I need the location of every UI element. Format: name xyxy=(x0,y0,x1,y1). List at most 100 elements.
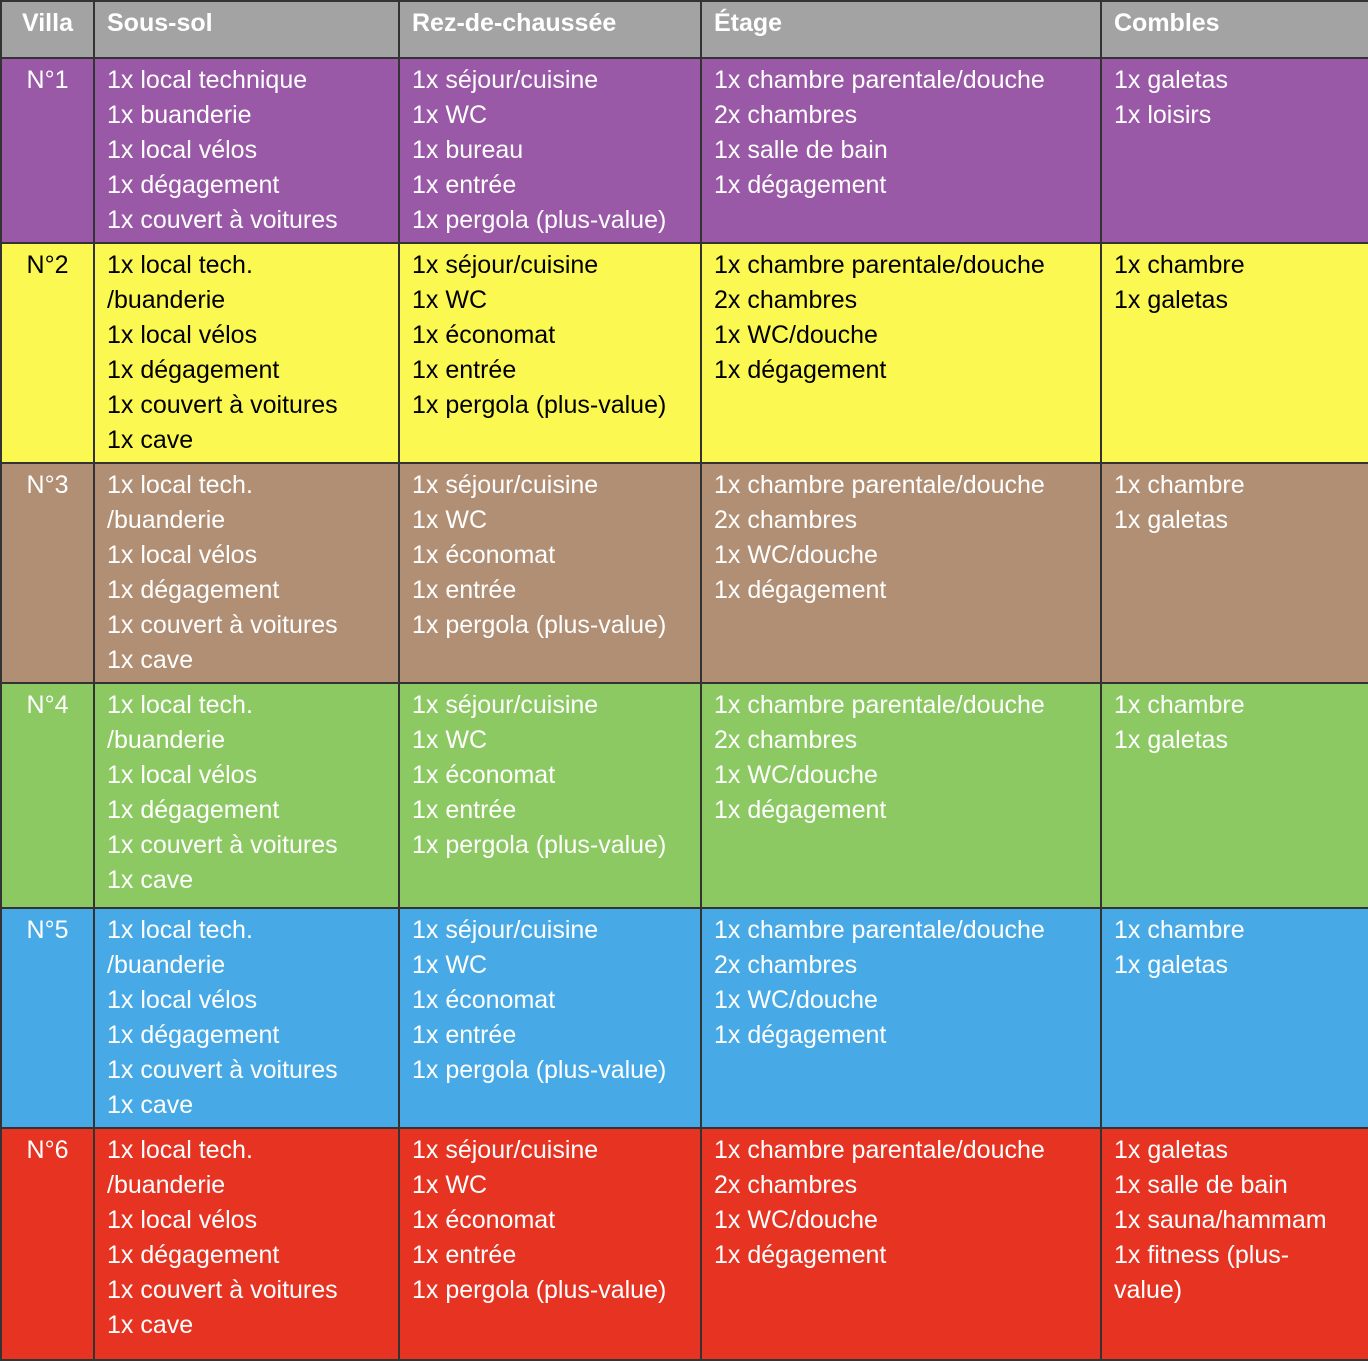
cell-line: 1x pergola (plus-value) xyxy=(412,1276,667,1304)
villa-label: N°2 xyxy=(0,242,95,464)
cell-line: 1x chambre xyxy=(1114,471,1245,499)
cell-line: 1x pergola (plus-value) xyxy=(412,206,667,234)
cell-line: /buanderie xyxy=(107,726,226,754)
villa-label: N°6 xyxy=(0,1127,95,1361)
cell-sous-sol: 1x local tech. /buanderie 1x local vélos 1x… xyxy=(93,682,400,909)
header-rez-de-chaussee: Rez-de-chaussée xyxy=(398,0,702,59)
header-etage: Étage xyxy=(700,0,1102,59)
cell-line: 1x dégagement xyxy=(107,796,280,824)
cell-sous-sol: 1x local technique 1x buanderie 1x local v… xyxy=(93,57,400,244)
cell-line: 2x chambres xyxy=(714,1171,858,1199)
cell-rez-de-chaussee: 1x séjour/cuisine 1x WC 1x économat 1x entr… xyxy=(398,462,702,684)
cell-line: 1x pergola (plus-value) xyxy=(412,611,667,639)
cell-line: 1x WC xyxy=(412,1171,487,1199)
cell-line: 1x couvert à voitures xyxy=(107,391,338,419)
cell-etage: 1x chambre parentale/douche 2x chambres 1x… xyxy=(700,462,1102,684)
cell-line: 1x dégagement xyxy=(714,356,887,384)
cell-line: 1x WC xyxy=(412,951,487,979)
cell-line: 1x économat xyxy=(412,986,556,1014)
cell-line: 1x entrée xyxy=(412,356,517,384)
cell-line: 1x WC xyxy=(412,286,487,314)
cell-line: 1x couvert à voitures xyxy=(107,1276,338,1304)
cell-line: 1x local tech. xyxy=(107,916,253,944)
cell-line: 1x local tech. xyxy=(107,471,253,499)
cell-line: /buanderie xyxy=(107,286,226,314)
cell-line: 2x chambres xyxy=(714,101,858,129)
cell-line: 1x WC xyxy=(412,101,487,129)
cell-etage: 1x chambre parentale/douche 2x chambres 1x… xyxy=(700,1127,1102,1361)
villa-label: N°3 xyxy=(0,462,95,684)
cell-line: 1x local vélos xyxy=(107,761,258,789)
cell-line: 1x couvert à voitures xyxy=(107,831,338,859)
cell-line: 1x dégagement xyxy=(107,171,280,199)
header-villa: Villa xyxy=(0,0,95,59)
cell-sous-sol: 1x local tech. /buanderie 1x local vélos 1x… xyxy=(93,242,400,464)
cell-line: 2x chambres xyxy=(714,726,858,754)
cell-line: 1x chambre parentale/douche xyxy=(714,251,1045,279)
cell-sous-sol: 1x local tech. /buanderie 1x local vélos 1x… xyxy=(93,462,400,684)
cell-line: 1x galetas xyxy=(1114,506,1228,534)
cell-etage: 1x chambre parentale/douche 2x chambres 1x… xyxy=(700,242,1102,464)
cell-combles: 1x chambre 1x galetas xyxy=(1100,242,1368,464)
cell-line: 1x local tech. xyxy=(107,1136,253,1164)
cell-line: 1x WC/douche xyxy=(714,761,878,789)
cell-line: 2x chambres xyxy=(714,286,858,314)
cell-line: 1x entrée xyxy=(412,576,517,604)
table-header: Villa Sous-sol Rez-de-chaussée Étage Com… xyxy=(0,0,1368,59)
header-combles: Combles xyxy=(1100,0,1368,59)
cell-sous-sol: 1x local tech. /buanderie 1x local vélos 1x… xyxy=(93,1127,400,1361)
cell-line: 1x couvert à voitures xyxy=(107,1056,338,1084)
cell-line: 1x pergola (plus-value) xyxy=(412,391,667,419)
cell-line: 1x bureau xyxy=(412,136,524,164)
cell-line: 1x dégagement xyxy=(714,1021,887,1049)
header-sous-sol: Sous-sol xyxy=(93,0,400,59)
cell-line: /buanderie xyxy=(107,1171,226,1199)
header-row: Villa Sous-sol Rez-de-chaussée Étage Com… xyxy=(0,0,1368,59)
cell-line: /buanderie xyxy=(107,506,226,534)
cell-line: 1x entrée xyxy=(412,1241,517,1269)
cell-combles: 1x chambre 1x galetas xyxy=(1100,462,1368,684)
cell-line: 1x chambre parentale/douche xyxy=(714,691,1045,719)
cell-line: 2x chambres xyxy=(714,951,858,979)
cell-combles: 1x galetas 1x salle de bain 1x sauna/hamma… xyxy=(1100,1127,1368,1361)
cell-line: 1x pergola (plus-value) xyxy=(412,831,667,859)
cell-line: 1x WC/douche xyxy=(714,1206,878,1234)
cell-line: 1x entrée xyxy=(412,796,517,824)
cell-line: 1x dégagement xyxy=(107,1021,280,1049)
cell-line: 1x entrée xyxy=(412,1021,517,1049)
cell-line: 1x séjour/cuisine xyxy=(412,1136,599,1164)
cell-line: 1x salle de bain xyxy=(1114,1171,1288,1199)
cell-line: 1x séjour/cuisine xyxy=(412,916,599,944)
cell-line: 1x WC xyxy=(412,726,487,754)
cell-line: 1x WC xyxy=(412,506,487,534)
cell-line: 1x pergola (plus-value) xyxy=(412,1056,667,1084)
cell-line: 1x séjour/cuisine xyxy=(412,251,599,279)
cell-etage: 1x chambre parentale/douche 2x chambres 1x… xyxy=(700,57,1102,244)
cell-line: 1x local vélos xyxy=(107,136,258,164)
cell-line: 1x local vélos xyxy=(107,321,258,349)
cell-etage: 1x chambre parentale/douche 2x chambres 1x… xyxy=(700,907,1102,1129)
cell-line: 1x couvert à voitures xyxy=(107,206,338,234)
cell-line: 1x sauna/hammam xyxy=(1114,1206,1327,1234)
villa-label: N°4 xyxy=(0,682,95,909)
cell-line: 1x séjour/cuisine xyxy=(412,471,599,499)
table-row: N°5 1x local tech. /buanderie 1x local vélo… xyxy=(0,907,1368,1129)
cell-line: 1x cave xyxy=(107,1091,194,1119)
cell-line: 1x dégagement xyxy=(107,356,280,384)
cell-line: 1x économat xyxy=(412,1206,556,1234)
villa-label: N°1 xyxy=(0,57,95,244)
cell-line: 1x dégagement xyxy=(714,171,887,199)
cell-combles: 1x chambre 1x galetas xyxy=(1100,907,1368,1129)
cell-line: 1x local tech. xyxy=(107,251,253,279)
cell-line: 1x galetas xyxy=(1114,66,1228,94)
cell-combles: 1x galetas 1x loisirs xyxy=(1100,57,1368,244)
cell-line: 1x dégagement xyxy=(714,796,887,824)
cell-line: 1x séjour/cuisine xyxy=(412,66,599,94)
cell-line: 1x dégagement xyxy=(107,576,280,604)
cell-line: 1x buanderie xyxy=(107,101,252,129)
cell-line: 1x chambre parentale/douche xyxy=(714,471,1045,499)
cell-etage: 1x chambre parentale/douche 2x chambres 1x… xyxy=(700,682,1102,909)
cell-line: /buanderie xyxy=(107,951,226,979)
cell-line: 1x galetas xyxy=(1114,951,1228,979)
